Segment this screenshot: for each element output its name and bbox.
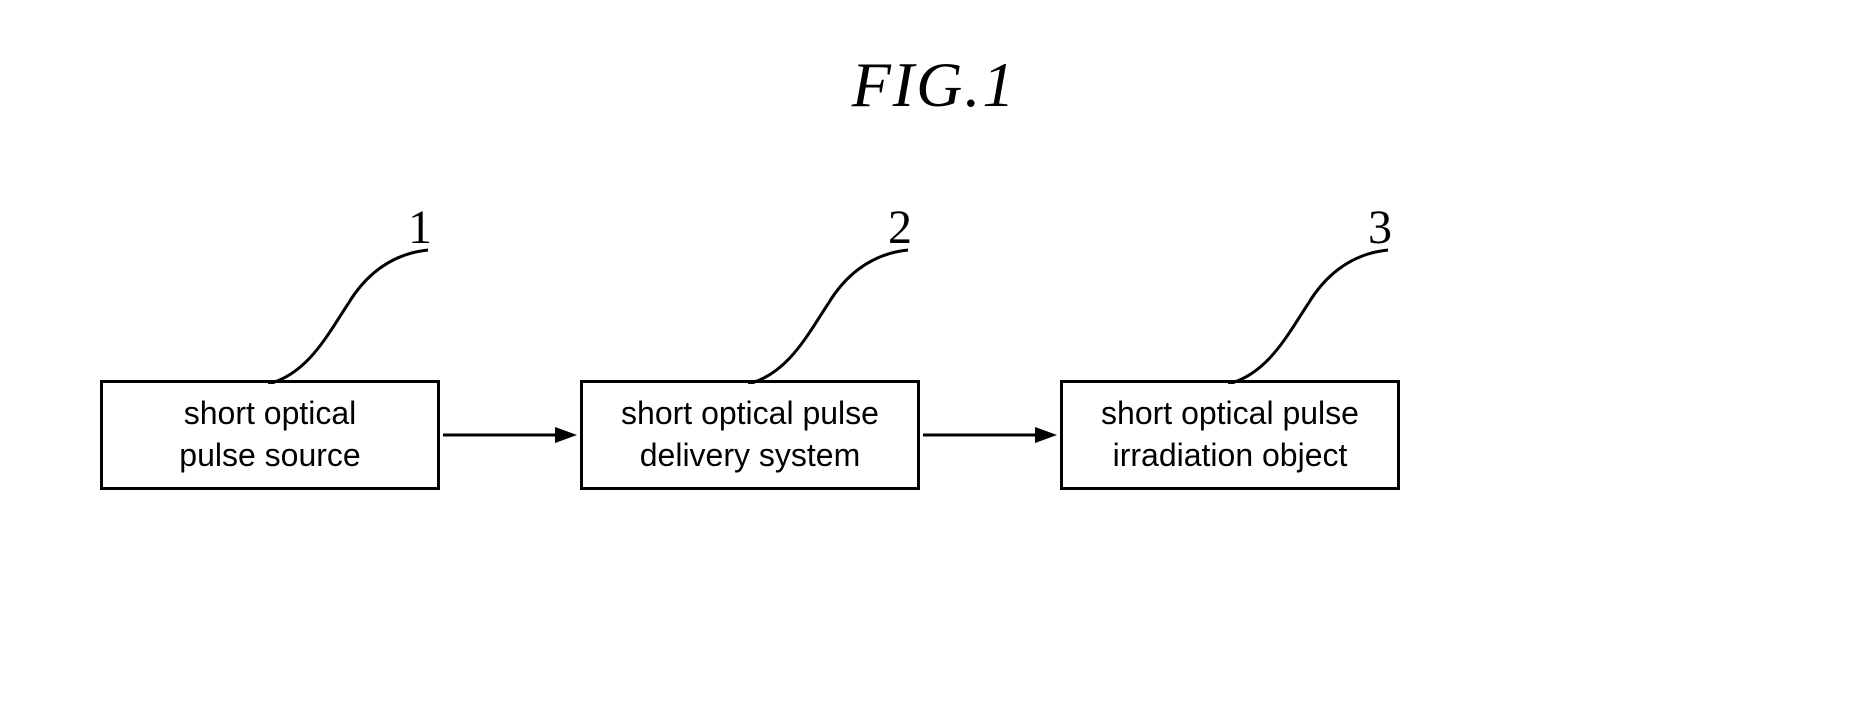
callout-number-2: 2 <box>888 200 912 255</box>
box-label: short opticalpulse source <box>179 393 360 476</box>
callout-number-3: 3 <box>1368 200 1392 255</box>
callout-leader-2 <box>748 244 928 384</box>
callout-leader-3 <box>1228 244 1408 384</box>
figure-title: FIG.1 <box>852 48 1017 122</box>
arrow-1-to-2 <box>443 425 577 445</box>
callout-leader-1 <box>268 244 448 384</box>
arrow-2-to-3 <box>923 425 1057 445</box>
box-label: short optical pulsedelivery system <box>621 393 879 476</box>
box-pulse-source: short opticalpulse source <box>100 380 440 490</box>
callout-number-1: 1 <box>408 200 432 255</box>
box-label: short optical pulseirradiation object <box>1101 393 1359 476</box>
box-delivery-system: short optical pulsedelivery system <box>580 380 920 490</box>
box-irradiation-object: short optical pulseirradiation object <box>1060 380 1400 490</box>
